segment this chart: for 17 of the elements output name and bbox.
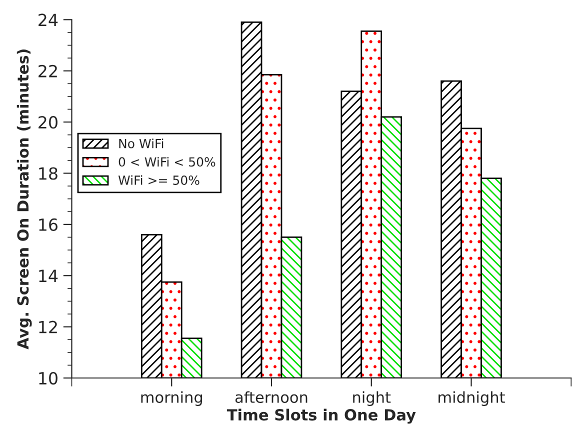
y-tick-label: 20 — [38, 116, 58, 129]
y-tick-label: 18 — [39, 167, 58, 180]
y-tick-label: 12 — [39, 320, 57, 334]
legend-label: No WiFi — [119, 138, 164, 148]
y-tick-label: 24 — [38, 14, 58, 26]
x-tick-label: morning — [141, 391, 202, 406]
legend-label: 0 < WiFi < 50% — [118, 156, 216, 167]
y-tick-label: 22 — [38, 64, 57, 78]
y-tick-label: 14 — [39, 270, 58, 282]
y-tick-label: 10 — [39, 372, 58, 385]
x-axis-title: Time Slots in One Day — [226, 408, 416, 424]
x-tick-label: night — [353, 391, 391, 406]
x-tick-label: midnight — [438, 391, 505, 406]
y-tick-label: 16 — [39, 218, 58, 231]
x-tick-label: afternoon — [235, 391, 308, 404]
legend-label: WiFi >= 50% — [118, 175, 200, 185]
y-axis-title: Avg. Screen On Duration (minutes) — [16, 50, 32, 350]
